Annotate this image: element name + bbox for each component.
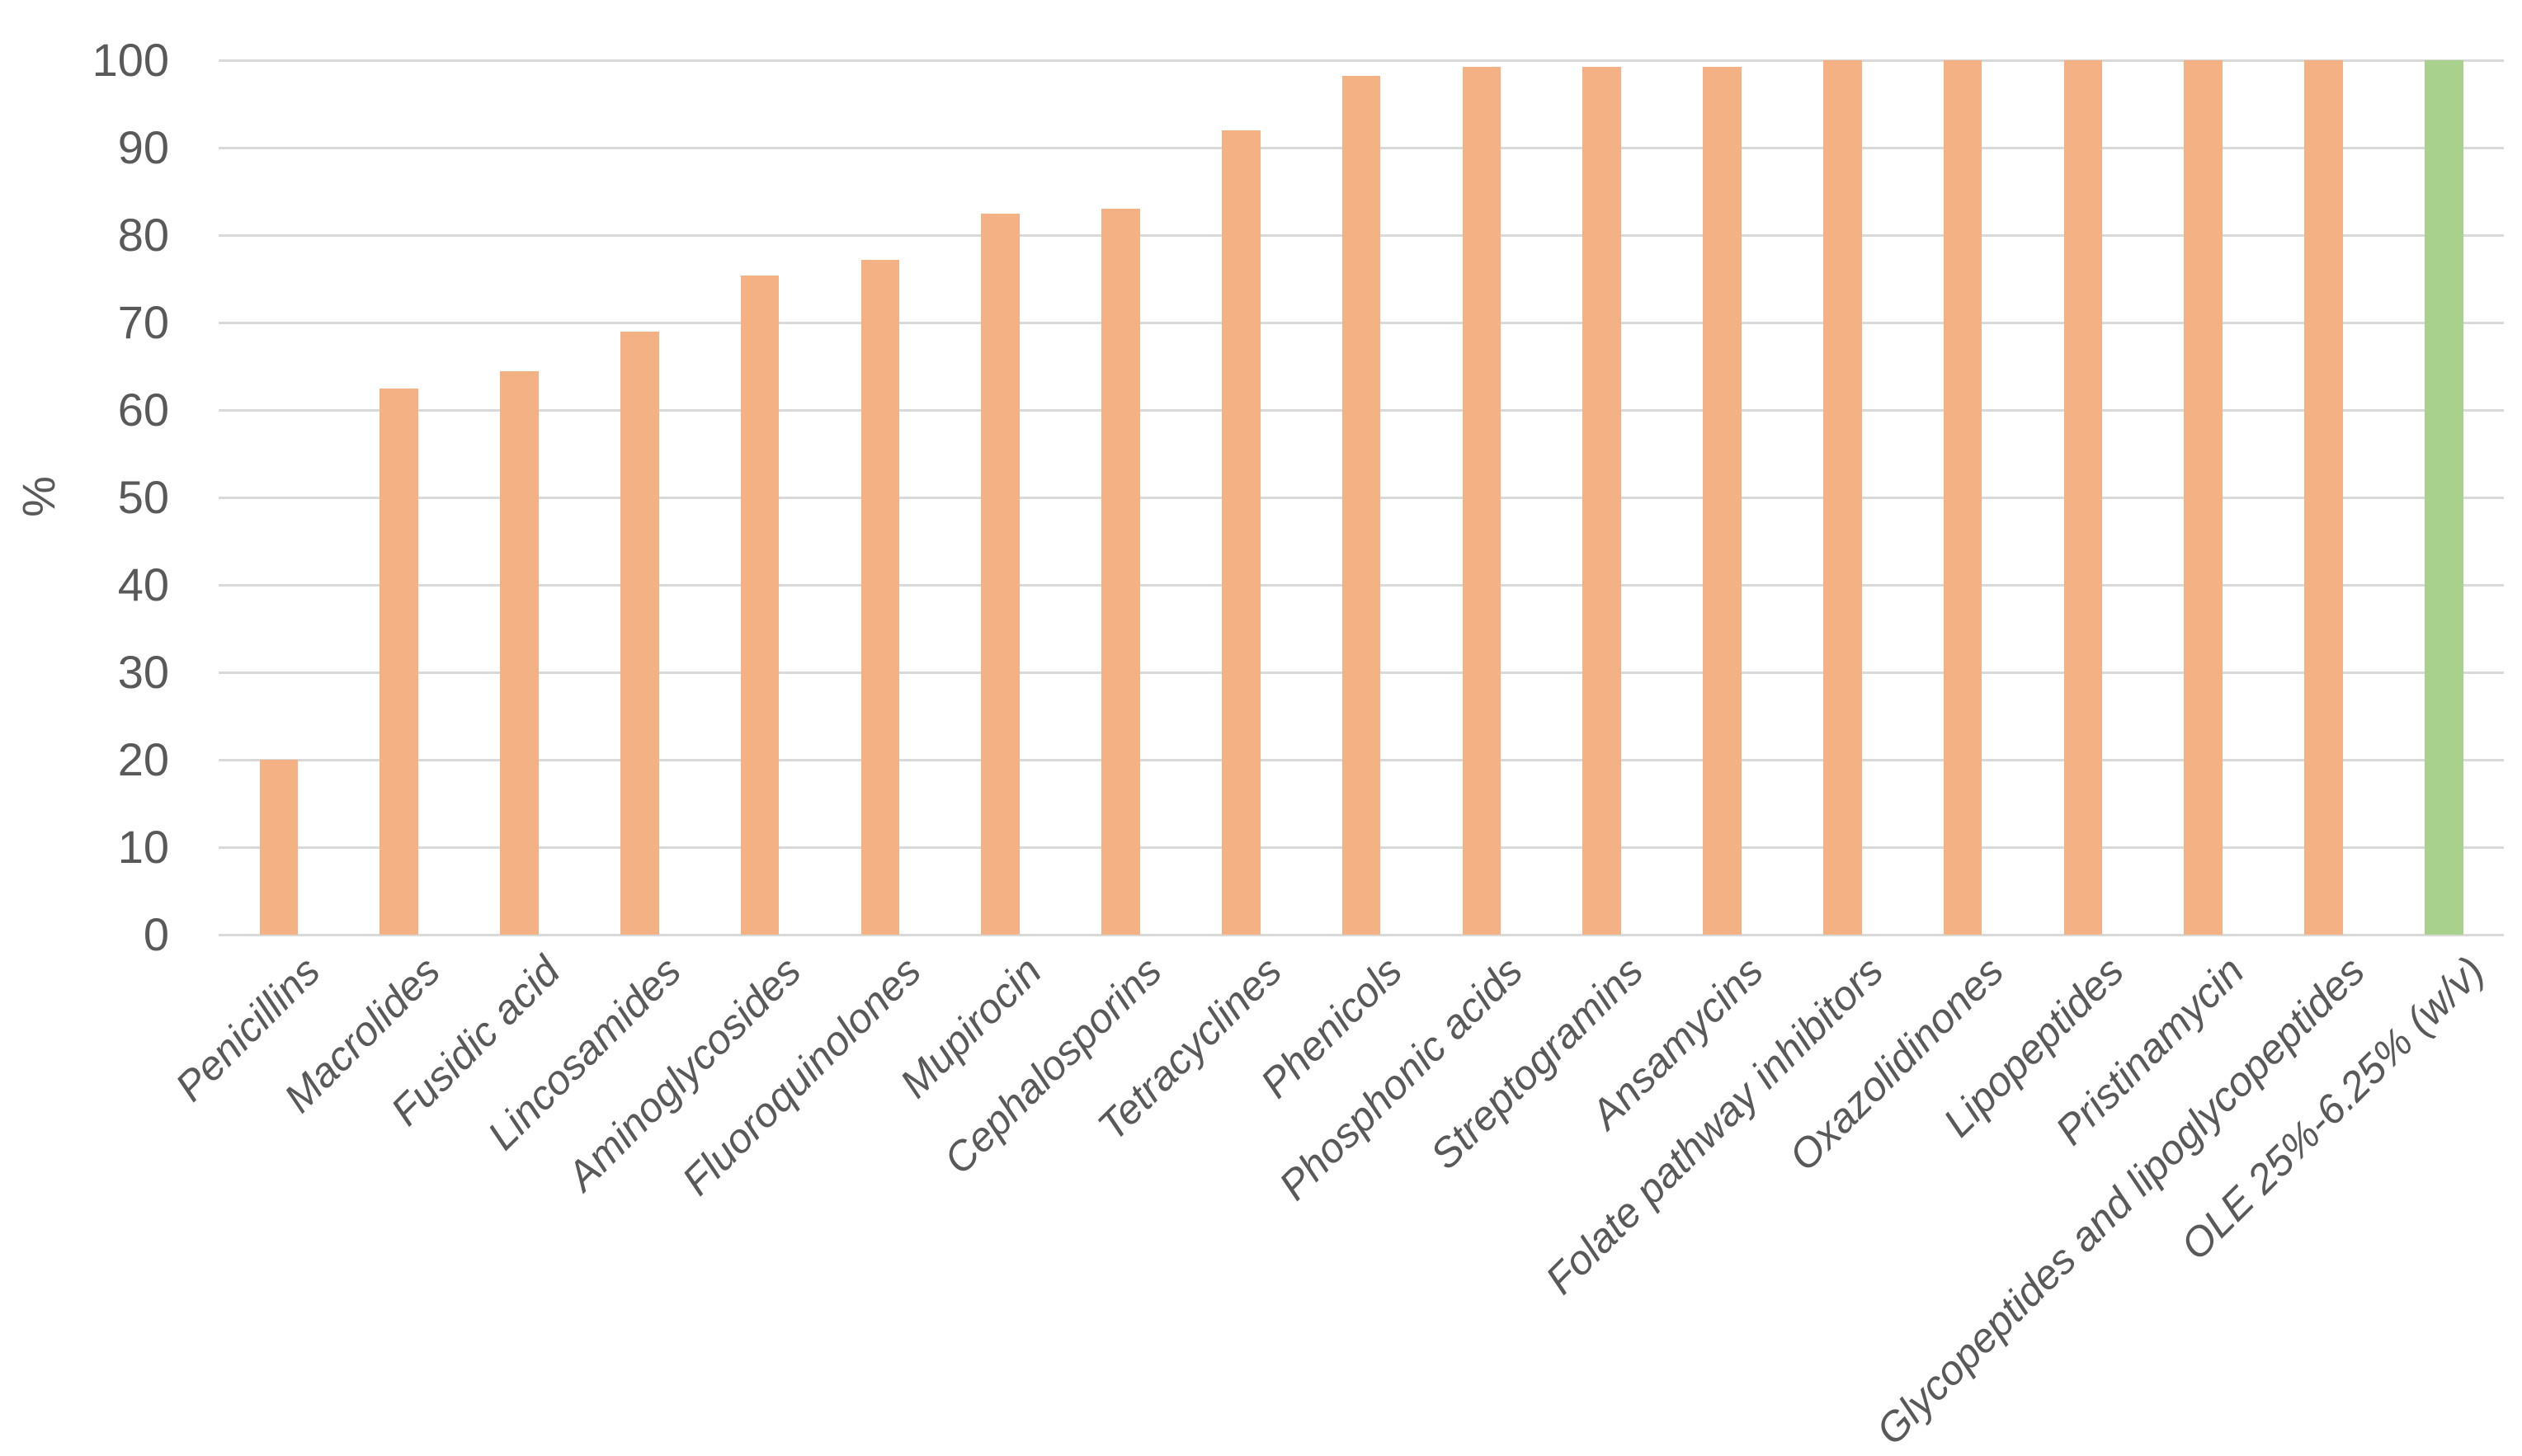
x-category-label: Streptogramins (1421, 947, 1652, 1179)
bar (379, 388, 419, 935)
bar-slot (820, 60, 940, 935)
bar-slot (2023, 60, 2143, 935)
bar (1582, 67, 1621, 935)
y-tick-label: 50 (117, 471, 169, 523)
y-tick-label: 70 (117, 296, 169, 348)
bar (259, 760, 299, 935)
bar (2063, 60, 2103, 935)
y-tick-label: 100 (92, 34, 169, 86)
bar-slot (700, 60, 820, 935)
bar-slot (1662, 60, 1783, 935)
y-tick-label: 60 (117, 384, 169, 436)
bar-slot (1421, 60, 1542, 935)
bar-slot (1542, 60, 1662, 935)
y-tick-label: 40 (117, 558, 169, 610)
y-tick-label: 90 (117, 121, 169, 173)
x-category-label: Cephalosporins (935, 947, 1171, 1183)
bar-slot (339, 60, 460, 935)
bar (500, 371, 539, 935)
bar (1101, 209, 1140, 935)
bar (1822, 60, 1862, 935)
y-tick-label: 30 (117, 646, 169, 698)
bar (2304, 60, 2343, 935)
bar (1462, 67, 1501, 935)
bar-slot (1301, 60, 1421, 935)
y-tick-label: 80 (117, 209, 169, 261)
bar-slot (1061, 60, 1181, 935)
bar-slot (1902, 60, 2023, 935)
bars (219, 60, 2504, 935)
bar-slot (2383, 60, 2504, 935)
bar (1341, 76, 1381, 935)
bar-slot (460, 60, 580, 935)
bar (620, 331, 659, 935)
bar (1703, 67, 1742, 935)
x-category-label: Oxazolidinones (1780, 947, 2013, 1180)
bar (2424, 60, 2463, 935)
bar-slot (219, 60, 339, 935)
bar-slot (1181, 60, 1301, 935)
bar-slot (2264, 60, 2384, 935)
bar (1221, 130, 1261, 935)
bar (2184, 60, 2223, 935)
bar (981, 213, 1020, 935)
plot-area (219, 59, 2504, 936)
bar (860, 259, 900, 935)
gridline (219, 933, 2504, 936)
bar (740, 275, 780, 935)
bar-slot (579, 60, 700, 935)
bar (1943, 60, 1982, 935)
bar-slot (1782, 60, 1902, 935)
bar-slot (940, 60, 1061, 935)
y-tick-label: 0 (143, 908, 169, 960)
bar-slot (2143, 60, 2264, 935)
gridline (219, 59, 2504, 62)
y-tick-label: 20 (117, 733, 169, 785)
y-tick-label: 10 (117, 821, 169, 873)
